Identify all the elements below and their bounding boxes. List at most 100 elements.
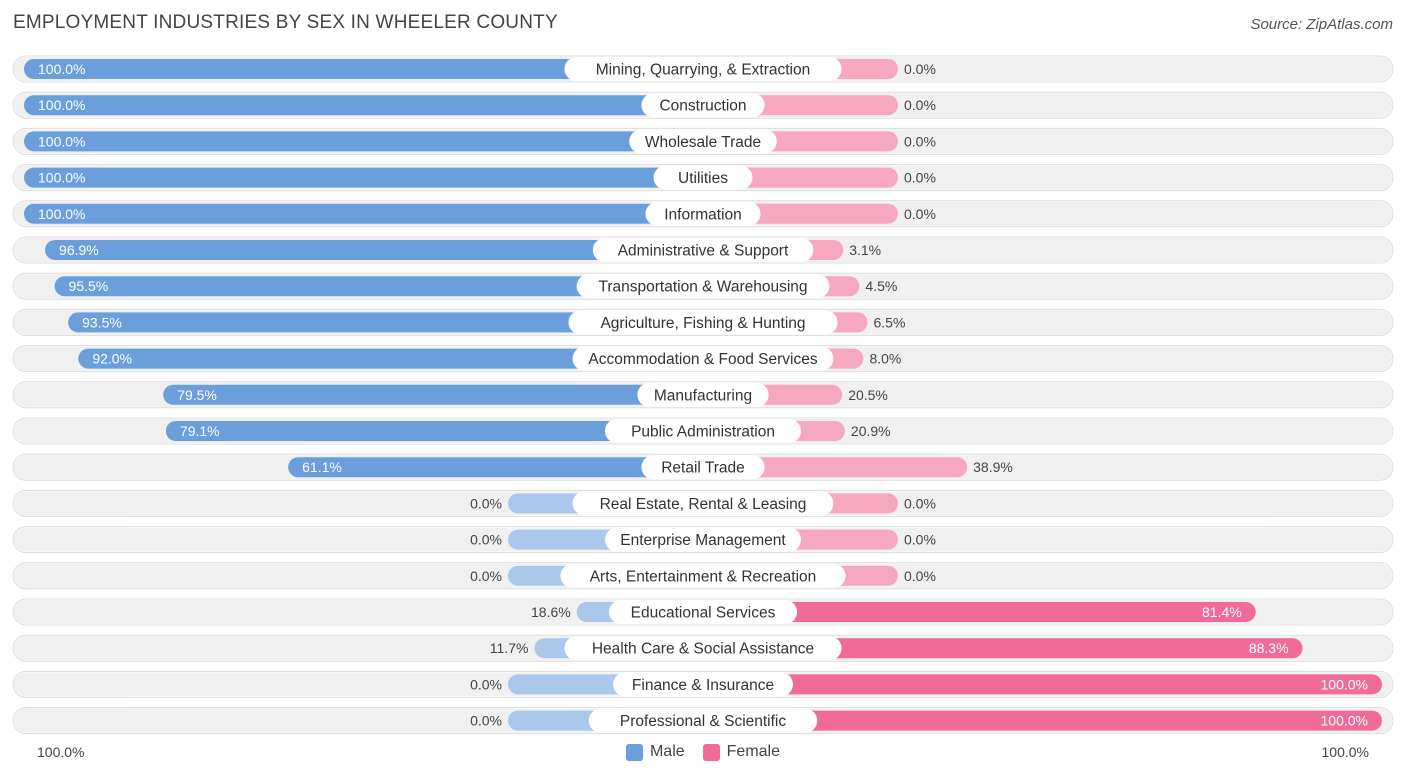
- value-label-male: 100.0%: [38, 206, 85, 222]
- category-label-background: [572, 346, 834, 371]
- category-label: Real Estate, Rental & Leasing: [600, 496, 807, 513]
- value-label-female: 20.9%: [851, 423, 891, 439]
- bar-female: [703, 167, 898, 188]
- axis-label-right: 100.0%: [1321, 744, 1369, 760]
- value-label-female: 0.0%: [904, 170, 936, 186]
- legend: Male Female: [0, 743, 1406, 761]
- category-label: Accommodation & Food Services: [588, 351, 817, 368]
- category-label-background: [637, 382, 769, 407]
- value-label-male: 0.0%: [470, 568, 502, 584]
- bar-male: [24, 167, 703, 188]
- category-label: Information: [664, 206, 742, 223]
- value-label-male: 92.0%: [92, 351, 132, 367]
- category-label-background: [592, 238, 814, 262]
- legend-item-male: Male: [625, 743, 685, 761]
- bar-female: [703, 674, 1382, 695]
- bar-male: [54, 276, 704, 297]
- value-label-female: 0.0%: [904, 133, 936, 149]
- value-label-male: 100.0%: [38, 133, 85, 149]
- category-label: Agriculture, Fishing & Hunting: [600, 315, 805, 332]
- value-label-female: 0.0%: [904, 61, 936, 77]
- value-label-male: 0.0%: [470, 676, 502, 692]
- category-label-background: [572, 491, 834, 516]
- category-label: Educational Services: [631, 605, 776, 622]
- value-label-female: 0.0%: [904, 97, 936, 113]
- value-label-male: 79.1%: [180, 423, 220, 439]
- value-label-female: 81.4%: [1202, 604, 1242, 620]
- value-label-female: 0.0%: [904, 532, 936, 548]
- category-label-background: [564, 57, 842, 81]
- category-label-background: [653, 165, 753, 190]
- bar-male: [45, 240, 703, 260]
- value-label-female: 0.0%: [904, 568, 936, 584]
- bar-male: [68, 312, 703, 333]
- category-label-background: [604, 419, 802, 443]
- category-label-background: [645, 201, 761, 226]
- value-label-male: 0.0%: [470, 532, 502, 548]
- value-label-female: 38.9%: [973, 459, 1013, 475]
- category-label: Utilities: [678, 170, 728, 187]
- bar-female: [703, 457, 968, 478]
- value-label-female: 88.3%: [1249, 640, 1289, 656]
- value-label-female: 20.5%: [848, 387, 888, 403]
- category-label-background: [613, 672, 793, 697]
- category-label: Administrative & Support: [618, 243, 789, 260]
- value-label-female: 0.0%: [904, 206, 936, 222]
- category-label-background: [604, 527, 802, 552]
- category-label: Retail Trade: [661, 460, 745, 477]
- value-label-male: 100.0%: [38, 170, 85, 186]
- category-label: Manufacturing: [654, 387, 752, 404]
- bar-female: [703, 602, 1256, 622]
- category-label: Enterprise Management: [620, 532, 786, 549]
- category-label: Construction: [659, 98, 746, 115]
- value-label-male: 100.0%: [38, 97, 85, 113]
- legend-item-female: Female: [702, 743, 780, 761]
- legend-label-male: Male: [649, 743, 685, 760]
- legend-swatch-female: [702, 743, 720, 761]
- category-label-background: [560, 563, 846, 588]
- axis-label-left: 100.0%: [37, 744, 85, 760]
- value-label-female: 3.1%: [849, 242, 881, 258]
- bar-male: [24, 59, 703, 79]
- bar-male: [165, 421, 703, 441]
- value-label-male: 93.5%: [82, 314, 122, 330]
- value-label-male: 79.5%: [177, 387, 217, 403]
- value-label-female: 100.0%: [1321, 676, 1368, 692]
- bar-male: [163, 384, 703, 405]
- bar-male: [288, 457, 703, 478]
- value-label-male: 11.7%: [490, 640, 529, 656]
- value-label-female: 8.0%: [869, 351, 901, 367]
- bar-male: [24, 95, 703, 116]
- bar-male: [78, 348, 703, 369]
- value-label-male: 0.0%: [470, 495, 502, 511]
- value-label-female: 6.5%: [874, 314, 906, 330]
- value-label-male: 61.1%: [302, 459, 342, 475]
- category-label-background: [629, 129, 777, 154]
- category-label-background: [564, 636, 842, 661]
- value-label-male: 18.6%: [531, 604, 571, 620]
- category-label-background: [641, 455, 765, 480]
- category-label-background: [568, 310, 838, 335]
- bar-male: [24, 203, 703, 224]
- category-label: Mining, Quarrying, & Extraction: [596, 62, 811, 79]
- category-label: Professional & Scientific: [620, 713, 787, 730]
- value-label-male: 0.0%: [470, 713, 502, 729]
- category-label-background: [609, 600, 797, 624]
- value-label-male: 96.9%: [59, 242, 99, 258]
- source-credit: Source: ZipAtlas.com: [1250, 16, 1393, 33]
- category-label-background: [588, 708, 818, 733]
- value-label-female: 4.5%: [865, 278, 897, 294]
- value-label-female: 100.0%: [1321, 713, 1368, 729]
- value-label-female: 0.0%: [904, 495, 936, 511]
- category-label-background: [576, 274, 830, 299]
- category-label-background: [641, 93, 765, 118]
- category-label: Health Care & Social Assistance: [592, 641, 814, 658]
- legend-swatch-male: [625, 743, 643, 761]
- chart-title: EMPLOYMENT INDUSTRIES BY SEX IN WHEELER …: [13, 12, 558, 33]
- bar-female: [703, 638, 1303, 659]
- category-label: Arts, Entertainment & Recreation: [590, 568, 817, 585]
- category-label: Wholesale Trade: [645, 134, 761, 151]
- bar-female: [703, 710, 1382, 731]
- chart-plot: 100.0% 0.0% Mining, Quarrying, & Extractio…: [12, 55, 1394, 735]
- category-label: Public Administration: [631, 424, 775, 441]
